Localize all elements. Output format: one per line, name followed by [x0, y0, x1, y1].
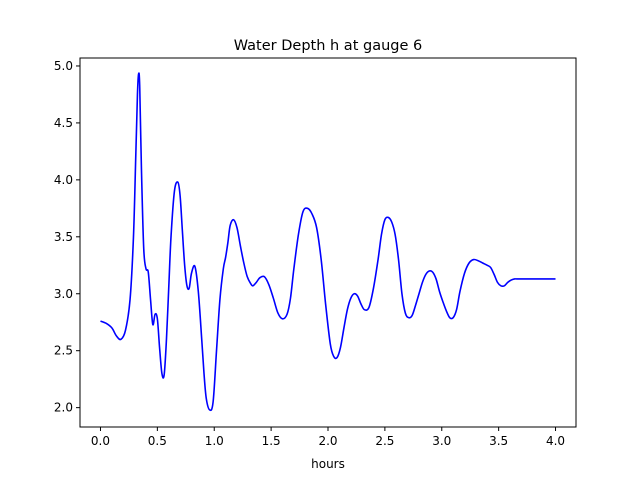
chart-marks: [100, 72, 556, 412]
x-tick-label: 0.5: [148, 434, 167, 448]
y-tick-label: 3.0: [54, 287, 73, 301]
y-tick-label: 5.0: [54, 59, 73, 73]
x-tick-label: 2.5: [375, 434, 394, 448]
x-tick-label: 1.0: [205, 434, 224, 448]
chart-title: Water Depth h at gauge 6: [234, 38, 422, 54]
x-tick-label: 2.0: [318, 434, 337, 448]
x-axis-label: hours: [311, 457, 345, 471]
y-tick-label: 2.0: [54, 401, 73, 415]
plot-frame: [79, 57, 577, 428]
y-tick-label: 4.5: [54, 116, 73, 130]
y-tick-label: 2.5: [54, 344, 73, 358]
x-tick-label: 3.5: [489, 434, 508, 448]
x-tick-label: 4.0: [546, 434, 565, 448]
y-axis-ticks: 2.0 2.5 3.0 3.5 4.0 4.5 5.0: [54, 59, 80, 415]
series-line: [100, 72, 556, 412]
x-axis-ticks: 0.0 0.5 1.0 1.5 2.0 2.5 3.0 3.5 4.0: [91, 427, 565, 448]
y-tick-label: 4.0: [54, 173, 73, 187]
x-tick-label: 3.0: [432, 434, 451, 448]
y-tick-label: 3.5: [54, 230, 73, 244]
x-tick-label: 1.5: [262, 434, 281, 448]
x-tick-label: 0.0: [91, 434, 110, 448]
